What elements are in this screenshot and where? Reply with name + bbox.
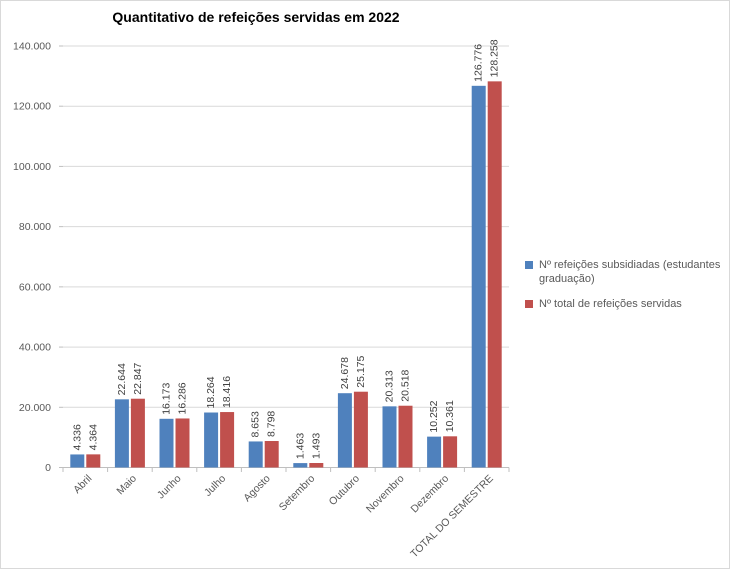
legend-label: Nº refeições subsidiadas (estudantes gra… [539,259,721,286]
x-axis-category-label: Outubro [327,473,362,508]
bar-series0-cat7 [382,406,397,468]
bar-value-label: 1.493 [310,433,322,459]
x-axis-category-label: Julho [202,473,228,499]
legend-marker [525,261,533,269]
legend-marker [525,299,533,308]
bar-value-label: 128.258 [489,39,501,77]
bar-series0-cat8 [427,436,442,468]
bar-value-label: 20.313 [384,370,396,402]
bar-series1-cat3 [220,412,235,468]
bar-series1-cat8 [443,436,458,468]
bar-value-label: 22.847 [132,362,144,394]
bar-value-label: 16.173 [161,383,173,415]
bar-value-label: 18.416 [221,376,233,408]
y-axis-tick-label: 40.000 [19,342,51,354]
x-axis-category-label: Maio [114,473,139,498]
bar-value-label: 10.361 [444,400,456,432]
bar-value-label: 8.798 [266,411,278,437]
bar-series0-cat6 [337,393,352,468]
y-axis-tick-label: 140.000 [13,41,51,53]
bar-value-label: 22.644 [116,363,128,395]
bar-series1-cat0 [86,454,101,468]
bar-value-label: 25.175 [355,355,367,387]
bar-value-label: 24.678 [339,357,351,389]
y-axis-tick-label: 20.000 [19,402,51,414]
bar-series1-cat4 [264,441,279,468]
bar-series0-cat4 [248,441,263,468]
x-axis-category-label: Abril [71,473,94,496]
bar-series0-cat9 [471,85,486,468]
y-axis-tick-label: 100.000 [13,161,51,173]
x-axis-category-label: Agosto [241,473,273,505]
bar-value-label: 126.776 [473,44,485,82]
legend-label: Nº total de refeições servidas [539,297,682,310]
bar-value-label: 4.336 [71,424,83,450]
legend-item: Nº refeições subsidiadas (estudantes gra… [525,258,725,287]
bar-series0-cat1 [114,399,129,468]
x-axis-category-label: TOTAL DO SEMESTRE [408,473,496,561]
bar-value-label: 10.252 [428,400,440,432]
bar-value-label: 18.264 [205,376,217,408]
y-axis-tick-label: 80.000 [19,221,51,233]
x-axis-category-label: Junho [155,473,184,502]
bar-value-label: 20.518 [400,369,412,401]
chart-title: Quantitativo de refeições servidas em 20… [112,9,400,25]
bar-series1-cat5 [309,463,324,468]
bar-series0-cat5 [293,463,308,468]
bar-series0-cat0 [70,454,85,468]
y-axis-tick-label: 60.000 [19,281,51,293]
bar-series0-cat3 [204,412,219,468]
x-axis-category-label: Novembro [364,473,407,516]
bar-series0-cat2 [159,418,174,468]
bar-series1-cat7 [398,405,413,468]
y-axis-tick-label: 120.000 [13,101,51,113]
bar-value-label: 16.286 [177,382,189,414]
legend: Nº refeições subsidiadas (estudantes gra… [525,258,725,321]
bar-series1-cat1 [130,398,145,468]
legend-item: Nº total de refeições servidas [525,297,725,311]
bar-series1-cat6 [353,391,368,468]
bar-value-label: 1.463 [294,433,306,459]
x-axis-category-label: Setembro [277,473,318,514]
bar-series1-cat9 [487,81,502,468]
y-axis-tick-label: 0 [45,462,51,474]
bar-series1-cat2 [175,418,190,468]
bar-value-label: 8.653 [250,411,262,437]
bar-value-label: 4.364 [87,424,99,450]
x-axis-category-label: Dezembro [408,473,451,516]
